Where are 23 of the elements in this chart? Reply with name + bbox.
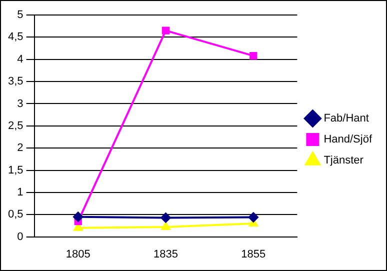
x-tick-label: 1855 bbox=[241, 248, 266, 260]
x-tick-label: 1835 bbox=[154, 248, 178, 260]
y-tick-label: 5 bbox=[17, 9, 24, 22]
y-tick-label: 4 bbox=[17, 53, 24, 66]
legend-label: Tjänster bbox=[324, 154, 364, 167]
point bbox=[248, 212, 258, 222]
point bbox=[160, 212, 171, 223]
y-tick-label: 0,5 bbox=[8, 208, 24, 221]
point bbox=[250, 52, 258, 60]
point bbox=[162, 26, 170, 34]
x-tick-label: 1805 bbox=[66, 248, 90, 260]
legend-label: Hand/Sjöf bbox=[324, 134, 373, 146]
y-tick-label: 0 bbox=[17, 230, 24, 243]
legend-label: Fab/Hant bbox=[324, 112, 369, 125]
point bbox=[161, 222, 170, 230]
y-tick-label: 4,5 bbox=[8, 31, 24, 44]
y-tick-label: 3,5 bbox=[8, 76, 24, 88]
y-tick-label: 2,5 bbox=[8, 120, 24, 132]
y-tick-label: 2 bbox=[17, 142, 24, 154]
y-tick-label: 3 bbox=[17, 98, 24, 110]
y-tick-label: 1,5 bbox=[8, 164, 24, 176]
point bbox=[73, 212, 84, 222]
y-tick-label: 1 bbox=[17, 186, 24, 198]
